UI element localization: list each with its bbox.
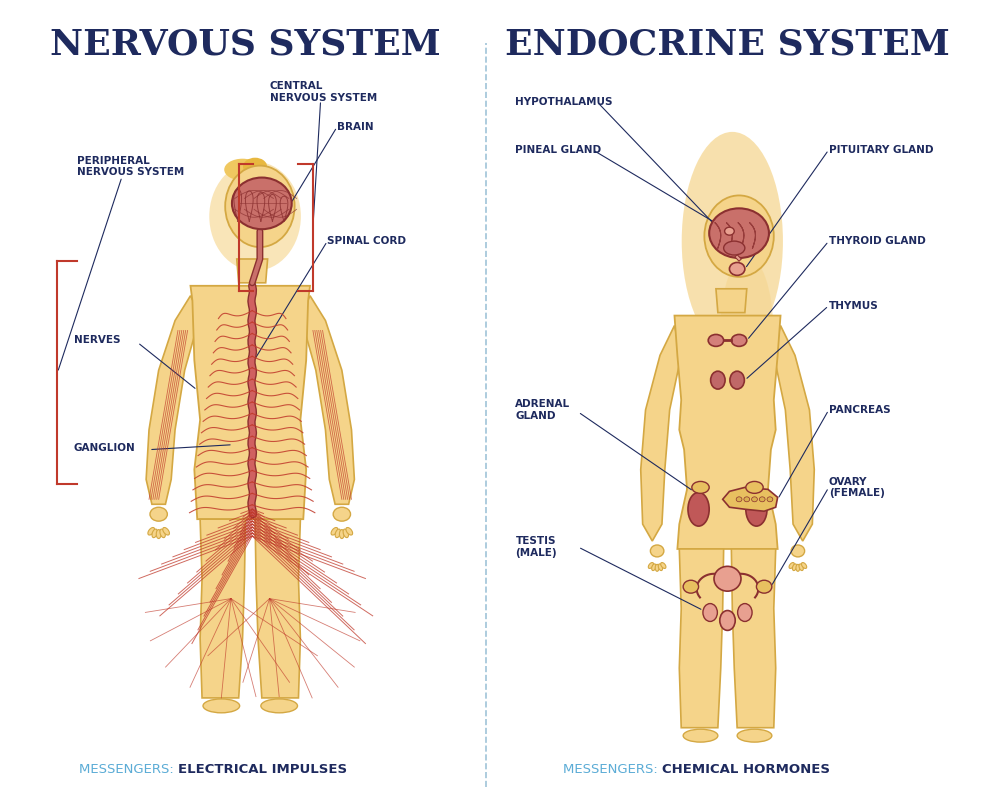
Text: MESSENGERS:: MESSENGERS: [79,763,178,776]
Ellipse shape [730,371,744,389]
Polygon shape [679,549,724,728]
Ellipse shape [704,195,774,277]
Ellipse shape [737,729,772,742]
Text: OVARY
(FEMALE): OVARY (FEMALE) [829,477,885,498]
Ellipse shape [720,256,773,405]
Ellipse shape [756,580,772,593]
Ellipse shape [692,482,709,494]
Ellipse shape [343,529,349,538]
Ellipse shape [682,132,783,350]
Ellipse shape [224,158,261,181]
Ellipse shape [767,497,773,502]
Ellipse shape [744,497,750,502]
Polygon shape [774,326,814,541]
Ellipse shape [792,564,797,570]
Ellipse shape [339,530,344,538]
Text: PERIPHERAL
NERVOUS SYSTEM: PERIPHERAL NERVOUS SYSTEM [77,156,184,178]
Ellipse shape [746,492,767,526]
Ellipse shape [243,158,267,175]
Text: BRAIN: BRAIN [337,122,374,132]
Ellipse shape [648,562,654,569]
Text: PITUITARY GLAND: PITUITARY GLAND [829,145,933,154]
Ellipse shape [333,507,351,521]
Ellipse shape [714,566,741,591]
Polygon shape [723,487,778,511]
Polygon shape [255,519,300,698]
Ellipse shape [163,527,169,535]
Text: CHEMICAL HORMONES: CHEMICAL HORMONES [662,763,830,776]
Ellipse shape [160,529,165,538]
Ellipse shape [711,371,725,389]
Ellipse shape [708,334,724,346]
Ellipse shape [688,492,709,526]
Text: ELECTRICAL IMPULSES: ELECTRICAL IMPULSES [178,763,347,776]
Ellipse shape [225,166,295,247]
Polygon shape [300,296,354,504]
Ellipse shape [746,482,763,494]
Ellipse shape [736,497,742,502]
Ellipse shape [799,564,803,570]
Ellipse shape [650,545,664,557]
Ellipse shape [331,527,338,535]
Polygon shape [674,315,781,549]
Text: GANGLION: GANGLION [74,442,136,453]
Ellipse shape [724,241,745,255]
Text: ADRENAL
GLAND: ADRENAL GLAND [515,399,571,421]
Ellipse shape [261,699,297,713]
Ellipse shape [661,562,666,569]
Ellipse shape [738,603,752,622]
Ellipse shape [346,527,353,535]
Text: PINEAL GLAND: PINEAL GLAND [515,145,602,154]
Ellipse shape [796,564,800,571]
Text: NERVOUS SYSTEM: NERVOUS SYSTEM [50,28,441,62]
Text: THYROID GLAND: THYROID GLAND [829,236,925,246]
Ellipse shape [703,603,717,622]
Polygon shape [716,289,747,313]
Ellipse shape [729,262,745,275]
Ellipse shape [720,610,735,630]
Text: ENDOCRINE SYSTEM: ENDOCRINE SYSTEM [505,28,950,62]
Polygon shape [641,326,681,541]
Polygon shape [200,519,245,698]
Text: CENTRAL
NERVOUS SYSTEM: CENTRAL NERVOUS SYSTEM [270,82,377,103]
Ellipse shape [759,497,765,502]
Ellipse shape [150,507,167,521]
Polygon shape [237,259,268,283]
Ellipse shape [683,729,718,742]
Text: HYPOTHALAMUS: HYPOTHALAMUS [515,97,613,107]
Ellipse shape [789,562,794,569]
Text: SPINAL CORD: SPINAL CORD [327,236,406,246]
Polygon shape [190,286,310,519]
Ellipse shape [652,564,656,570]
Ellipse shape [335,529,341,538]
Ellipse shape [752,497,757,502]
Ellipse shape [801,562,807,569]
Ellipse shape [203,699,240,713]
Ellipse shape [655,564,659,571]
Text: MESSENGERS:: MESSENGERS: [563,763,662,776]
Ellipse shape [791,545,805,557]
Polygon shape [731,549,776,728]
Ellipse shape [683,580,699,593]
Ellipse shape [725,227,734,235]
Ellipse shape [209,162,301,271]
Ellipse shape [731,334,747,346]
Ellipse shape [148,527,155,535]
Ellipse shape [156,530,161,538]
Text: PANCREAS: PANCREAS [829,405,890,415]
Ellipse shape [152,529,157,538]
Text: TESTIS
(MALE): TESTIS (MALE) [515,536,557,558]
Ellipse shape [709,208,769,258]
Text: NERVES: NERVES [74,335,120,346]
Polygon shape [146,296,200,504]
Text: THYMUS: THYMUS [829,301,878,310]
Ellipse shape [232,178,292,229]
Ellipse shape [658,564,663,570]
